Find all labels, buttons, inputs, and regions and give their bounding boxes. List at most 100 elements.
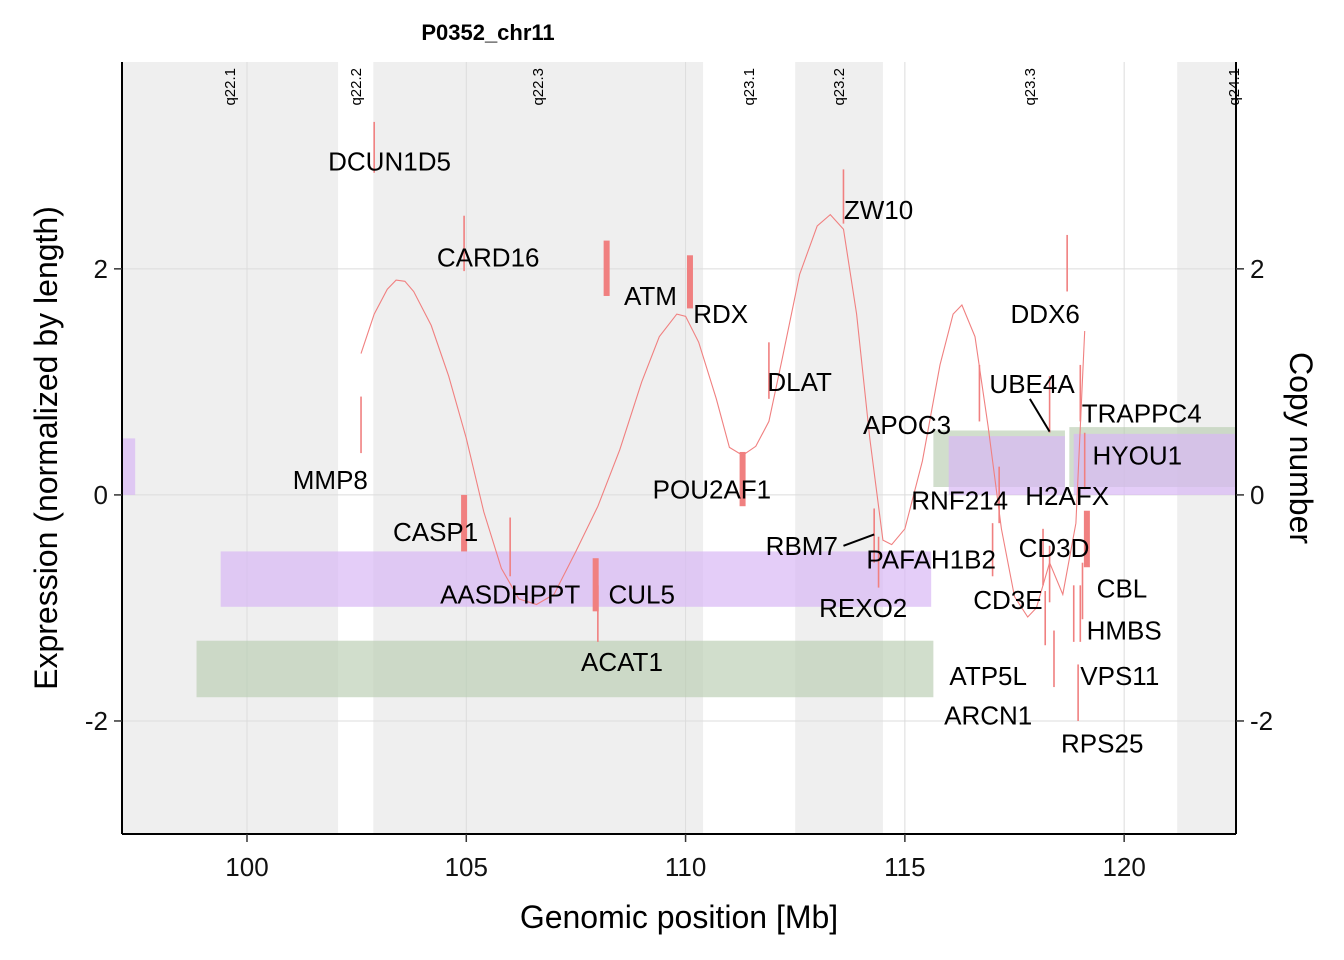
gene-label-cbl: CBL <box>1097 574 1148 604</box>
gene-bar-h2afx <box>1042 528 1044 586</box>
y2-tick-label: -2 <box>1250 706 1273 736</box>
cnv-segment-purple <box>122 438 136 495</box>
cytoband-q22-2 <box>338 62 374 834</box>
cytoband-label: q23.3 <box>1022 68 1039 106</box>
gene-label-pou2af1: POU2AF1 <box>653 474 772 504</box>
gene-bar-dlat <box>768 342 770 399</box>
y-tick-label: 2 <box>94 254 108 284</box>
gene-label-cul5: CUL5 <box>608 579 674 609</box>
x-tick-label: 110 <box>665 852 706 882</box>
gene-bar-zw10 <box>842 169 845 224</box>
gene-bar-casp1 <box>461 494 468 552</box>
x-axis-title: Genomic position [Mb] <box>520 899 838 935</box>
gene-labels: DCUN1D5 CARD16 ATM RDX MMP8 DLAT ZW10 POU2AF1 CA… <box>293 146 1202 758</box>
gene-bar-rps25 <box>1077 664 1079 721</box>
gene-bars <box>360 121 1090 721</box>
cytoband-label: q24.1 <box>1226 68 1243 106</box>
x-tick-label: 105 <box>445 852 488 882</box>
gene-bar-aasdhppt <box>509 517 511 577</box>
gene-bar-apoc3 <box>978 364 981 422</box>
y2-tick-label: 2 <box>1250 254 1264 284</box>
gene-label-trappc4: TRAPPC4 <box>1082 399 1202 429</box>
gene-bar-rdx <box>686 255 693 309</box>
gene-label-hyou1: HYOU1 <box>1093 440 1183 470</box>
gene-label-dcun1d5: DCUN1D5 <box>328 146 451 176</box>
cytoband-label: q23.1 <box>741 68 758 106</box>
cytoband-label: q22.2 <box>348 68 365 106</box>
expression-trend-layer <box>360 213 1086 618</box>
x-tick-label: 115 <box>884 852 925 882</box>
cytoband-q22-3 <box>373 62 704 834</box>
gene-label-mmp8: MMP8 <box>293 465 368 495</box>
gene-label-atm: ATM <box>624 281 677 311</box>
gene-label-cd3e: CD3E <box>973 585 1042 615</box>
cytoband-q23-1 <box>703 62 796 834</box>
gene-bar-arcn1 <box>1053 630 1055 688</box>
gene-bar-pafah1b2 <box>991 523 994 577</box>
gene-label-rdx: RDX <box>693 299 748 329</box>
gene-bar-cd3d <box>1083 510 1090 568</box>
x-tick-label: 120 <box>1102 852 1145 882</box>
gene-bar-rnf214 <box>998 466 1000 524</box>
gene-bar-card16 <box>463 215 465 272</box>
gene-label-aasdhppt: AASDHPPT <box>440 579 580 609</box>
cnv-segment-purple <box>948 436 1065 495</box>
gene-bar-atp5l <box>1044 590 1047 646</box>
gene-label-vps11: VPS11 <box>1080 661 1159 691</box>
leader-line-rbm7 <box>843 533 875 547</box>
gene-label-hmbs: HMBS <box>1087 616 1162 646</box>
gene-bar-rexo2 <box>877 536 880 588</box>
gene-bar-mmp8 <box>360 396 362 454</box>
gene-bar-cd3e <box>1048 545 1051 603</box>
gene-label-dlat: DLAT <box>767 367 832 397</box>
gene-label-rnf214: RNF214 <box>911 486 1008 516</box>
cnv-segment-purple <box>220 551 932 607</box>
gene-bar-atm <box>603 240 610 296</box>
y-tick-label: 0 <box>94 480 108 510</box>
y2-axis-title: Copy number <box>1283 352 1319 544</box>
gene-label-h2afx: H2AFX <box>1025 481 1109 511</box>
cytoband-q23-2 <box>795 62 883 834</box>
y-tick-label: -2 <box>85 706 108 736</box>
gene-bar-ube4a <box>1048 376 1051 433</box>
chart-title: P0352_chr11 <box>421 20 554 45</box>
gene-bar-vps11 <box>1072 585 1075 642</box>
gene-bar-ddx6 <box>1066 234 1068 292</box>
gene-bar-trappc4 <box>1079 364 1082 422</box>
cytoband-shading <box>122 62 1236 834</box>
gene-bar-hmbs <box>1079 585 1082 642</box>
gene-label-arcn1: ARCN1 <box>944 700 1032 730</box>
gene-label-atp5l: ATP5L <box>949 661 1027 691</box>
gene-label-apoc3: APOC3 <box>863 410 951 440</box>
cytoband-label: q23.2 <box>831 68 848 106</box>
leader-line-ube4a <box>1029 398 1051 433</box>
gene-bar-cbl <box>1081 562 1084 620</box>
gene-label-ube4a: UBE4A <box>989 369 1075 399</box>
cnv-segment-purple <box>1073 433 1236 495</box>
gene-bar-pou2af1 <box>739 451 746 507</box>
leader-lines <box>843 398 1051 547</box>
gene-bar-rbm7 <box>873 508 875 563</box>
cnv-segment-green <box>196 640 934 698</box>
gene-label-rps25: RPS25 <box>1061 729 1143 759</box>
gene-label-rexo2: REXO2 <box>819 593 907 623</box>
cytoband-label: q22.1 <box>222 68 239 106</box>
gene-bar-acat1 <box>597 585 599 642</box>
cytoband-q22-1 <box>122 62 339 834</box>
copy-number-segments <box>122 427 1236 698</box>
x-tick-label: 100 <box>225 852 268 882</box>
gene-label-rbm7: RBM7 <box>766 531 838 561</box>
gene-bar-cul5 <box>592 558 599 612</box>
gene-label-card16: CARD16 <box>437 243 540 273</box>
cytoband-label: q22.3 <box>530 68 547 106</box>
gene-label-casp1: CASP1 <box>393 517 478 547</box>
gene-bar-hyou1 <box>1083 432 1086 490</box>
gene-label-zw10: ZW10 <box>844 195 913 225</box>
expression-trend-line <box>360 213 1086 618</box>
y-axis-title: Expression (normalized by length) <box>28 206 64 690</box>
gene-label-cd3d: CD3D <box>1019 533 1090 563</box>
gene-bar-dcun1d5 <box>373 121 375 173</box>
gene-label-ddx6: DDX6 <box>1011 299 1080 329</box>
axes: 100 105 110 115 120 -2 0 2 -2 0 2 <box>85 62 1273 882</box>
